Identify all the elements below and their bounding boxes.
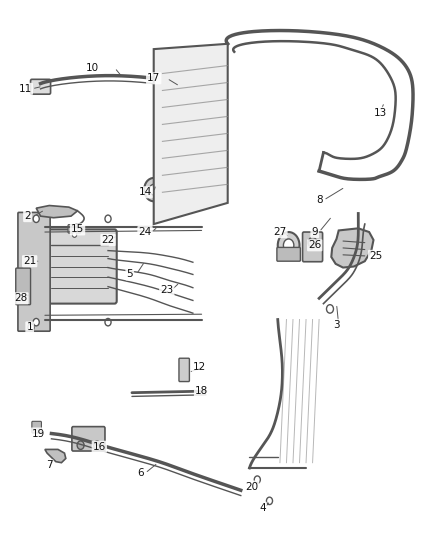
Circle shape (308, 237, 317, 248)
FancyBboxPatch shape (189, 83, 212, 100)
Text: 6: 6 (138, 469, 144, 478)
Circle shape (94, 441, 101, 449)
Text: 10: 10 (86, 63, 99, 72)
Circle shape (254, 476, 260, 483)
Text: 19: 19 (32, 429, 45, 439)
FancyBboxPatch shape (68, 224, 81, 233)
FancyBboxPatch shape (277, 247, 300, 261)
Text: 12: 12 (193, 362, 206, 372)
Text: 2: 2 (24, 211, 31, 221)
Text: 11: 11 (19, 84, 32, 94)
Circle shape (177, 80, 184, 89)
Text: 17: 17 (147, 73, 160, 83)
Circle shape (28, 324, 34, 331)
Text: 24: 24 (138, 227, 152, 237)
FancyBboxPatch shape (43, 229, 117, 304)
Circle shape (33, 215, 39, 222)
Text: 15: 15 (71, 224, 84, 235)
Polygon shape (331, 228, 374, 268)
Circle shape (33, 318, 39, 326)
FancyBboxPatch shape (31, 79, 50, 94)
Text: 4: 4 (259, 503, 266, 513)
Text: 7: 7 (46, 461, 53, 470)
FancyBboxPatch shape (179, 358, 189, 382)
Circle shape (77, 441, 84, 449)
Circle shape (72, 232, 77, 237)
Text: 8: 8 (316, 195, 322, 205)
Text: 13: 13 (374, 108, 387, 118)
Text: 5: 5 (127, 270, 133, 279)
FancyBboxPatch shape (16, 268, 31, 305)
Text: 22: 22 (101, 235, 115, 245)
Text: 26: 26 (308, 240, 321, 251)
Text: 21: 21 (23, 256, 36, 266)
Circle shape (149, 184, 158, 195)
Circle shape (326, 305, 333, 313)
Text: 28: 28 (14, 293, 28, 303)
Circle shape (144, 178, 163, 201)
Polygon shape (154, 44, 228, 224)
Text: 16: 16 (93, 442, 106, 452)
Text: 14: 14 (138, 187, 152, 197)
FancyBboxPatch shape (303, 232, 322, 262)
Polygon shape (45, 449, 66, 463)
Text: 25: 25 (369, 251, 382, 261)
Text: 18: 18 (195, 386, 208, 396)
Circle shape (283, 239, 294, 252)
Circle shape (266, 497, 272, 505)
Circle shape (105, 215, 111, 222)
Circle shape (105, 318, 111, 326)
Text: 20: 20 (245, 481, 258, 491)
Text: 3: 3 (333, 320, 340, 330)
Circle shape (278, 232, 300, 259)
Text: 23: 23 (160, 285, 173, 295)
Text: 1: 1 (26, 322, 33, 333)
FancyBboxPatch shape (32, 421, 42, 433)
Text: 27: 27 (273, 227, 286, 237)
FancyBboxPatch shape (18, 213, 50, 331)
Text: 9: 9 (311, 227, 318, 237)
FancyBboxPatch shape (72, 426, 105, 451)
Polygon shape (36, 206, 78, 217)
